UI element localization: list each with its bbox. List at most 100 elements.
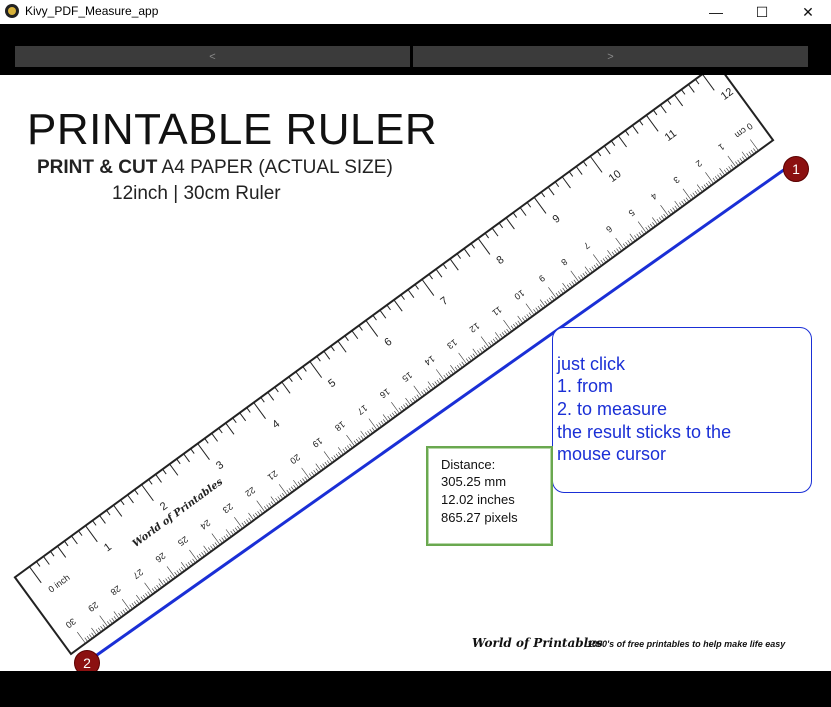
- inch-tick: [309, 361, 323, 378]
- inch-tick: [148, 479, 153, 485]
- cm-tick: [409, 399, 414, 404]
- inch-tick: [246, 407, 251, 413]
- inch-tick: [176, 458, 181, 465]
- cm-tick: [356, 438, 360, 444]
- inch-tick: [519, 207, 527, 216]
- cm-tick: [566, 284, 571, 289]
- cm-tick: [416, 394, 421, 399]
- cm-tick: [405, 402, 409, 408]
- cm-tick: [230, 530, 234, 536]
- next-page-button[interactable]: >: [413, 46, 808, 67]
- cm-tick: [667, 210, 672, 216]
- cm-tick: [618, 246, 622, 252]
- page-heading: PRINTABLE RULER: [27, 105, 438, 154]
- cm-tick: [165, 578, 169, 583]
- cm-tick: [494, 332, 501, 340]
- cm-tick: [593, 264, 598, 270]
- cm-tick: [582, 273, 587, 278]
- cm-tick: [658, 217, 663, 222]
- cm-tick: [181, 566, 185, 572]
- cm-tick: [378, 422, 382, 427]
- subtitle-bold: PRINT & CUT: [37, 157, 158, 178]
- cm-tick: [692, 192, 696, 197]
- cm-tick: [113, 616, 118, 621]
- inch-tick: [610, 140, 616, 146]
- inch-tick: [561, 176, 571, 189]
- cm-tick: [322, 463, 326, 468]
- cm-tick: [480, 336, 490, 349]
- cm-label: 24: [198, 518, 212, 532]
- cm-tick: [342, 448, 346, 454]
- maximize-button[interactable]: ☐: [755, 3, 769, 20]
- cm-tick: [477, 350, 481, 355]
- cm-tick: [637, 221, 647, 234]
- cm-tick: [248, 517, 252, 523]
- cm-tick: [163, 580, 167, 585]
- cm-tick: [705, 182, 710, 188]
- minimize-button[interactable]: —: [709, 4, 723, 20]
- cm-tick: [490, 340, 495, 345]
- inch-tick: [344, 335, 349, 341]
- cm-tick: [525, 303, 535, 316]
- cm-tick: [237, 525, 241, 531]
- inch-tick: [372, 314, 377, 321]
- cm-tick: [113, 611, 120, 619]
- cm-tick: [121, 599, 131, 611]
- cm-tick: [510, 325, 515, 330]
- cm-tick: [661, 215, 665, 220]
- cm-tick: [158, 578, 165, 587]
- cm-tick: [570, 270, 580, 283]
- cm-label: 15: [400, 370, 414, 384]
- cm-tick: [427, 381, 434, 390]
- subtitle-rest: A4 PAPER (ACTUAL SIZE): [157, 157, 393, 178]
- cm-tick: [176, 570, 180, 575]
- cm-tick: [301, 467, 311, 480]
- window-title: Kivy_PDF_Measure_app: [25, 4, 159, 18]
- cm-tick: [252, 514, 257, 519]
- distance-heading: Distance:: [441, 457, 496, 472]
- cm-tick: [257, 511, 261, 516]
- cm-tick: [376, 424, 380, 429]
- inch-tick: [484, 232, 490, 239]
- cm-tick: [304, 476, 308, 481]
- inch-tick: [582, 161, 588, 167]
- start-point-marker[interactable]: 1: [783, 156, 809, 182]
- cm-label: 29: [86, 600, 100, 614]
- cm-tick: [573, 279, 578, 284]
- cm-tick: [515, 322, 519, 327]
- cm-label: 3: [671, 174, 681, 185]
- cm-tick: [472, 348, 479, 357]
- inch-tick: [638, 120, 644, 126]
- cm-tick: [140, 596, 145, 601]
- cm-tick: [495, 337, 499, 342]
- inch-tick: [92, 520, 97, 526]
- close-button[interactable]: ✕: [802, 3, 814, 20]
- cm-label: 25: [176, 534, 190, 548]
- inch-tick: [477, 238, 491, 255]
- inch-tick: [351, 330, 359, 340]
- cm-label: 1: [716, 142, 726, 153]
- inch-tick: [659, 104, 667, 114]
- inch-tick: [652, 109, 658, 116]
- cm-tick: [364, 432, 369, 437]
- inch-tick: [617, 135, 627, 148]
- cm-tick: [535, 307, 539, 312]
- cm-tick: [91, 632, 95, 637]
- inch-tick: [302, 366, 307, 372]
- cm-tick: [147, 591, 151, 596]
- cm-tick: [546, 299, 551, 304]
- cm-tick: [445, 373, 450, 378]
- inch-tick: [232, 417, 237, 424]
- cm-tick: [468, 356, 472, 362]
- cm-tick: [308, 473, 313, 478]
- cm-tick: [681, 200, 685, 206]
- cm-tick: [591, 266, 596, 271]
- cm-tick: [483, 345, 488, 350]
- inch-tick: [547, 186, 555, 196]
- cm-tick: [133, 601, 138, 606]
- cm-label: 14: [423, 354, 437, 368]
- cm-tick: [503, 319, 513, 332]
- cm-tick: [382, 419, 387, 424]
- previous-page-button[interactable]: <: [15, 46, 410, 67]
- cm-label: 13: [445, 337, 459, 351]
